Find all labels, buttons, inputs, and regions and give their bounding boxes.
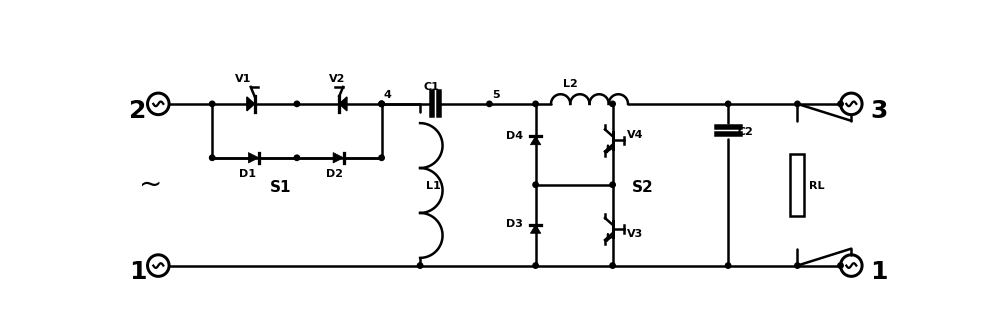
Text: 2: 2	[129, 99, 146, 123]
Text: D3: D3	[506, 219, 523, 229]
Text: 4: 4	[384, 90, 392, 100]
Text: S1: S1	[270, 180, 291, 195]
Circle shape	[379, 101, 384, 107]
Text: 3: 3	[871, 99, 888, 123]
Circle shape	[533, 101, 538, 107]
Text: D2: D2	[326, 169, 343, 179]
Text: C1: C1	[424, 82, 440, 92]
Text: D1: D1	[239, 169, 256, 179]
Text: C2: C2	[737, 127, 753, 137]
Circle shape	[210, 101, 215, 107]
Text: L2: L2	[563, 79, 577, 89]
Circle shape	[610, 101, 615, 107]
Text: ~: ~	[139, 170, 162, 198]
Circle shape	[838, 101, 843, 107]
Circle shape	[795, 101, 800, 107]
Circle shape	[533, 182, 538, 187]
Circle shape	[417, 263, 423, 268]
Circle shape	[610, 263, 615, 268]
Circle shape	[610, 182, 615, 187]
Text: V4: V4	[626, 130, 643, 140]
Text: S2: S2	[632, 180, 654, 195]
Polygon shape	[333, 153, 344, 163]
Text: V1: V1	[235, 74, 252, 84]
Circle shape	[838, 263, 843, 268]
Text: RL: RL	[809, 180, 824, 190]
Text: D4: D4	[506, 131, 523, 141]
Text: 1: 1	[129, 260, 147, 284]
Polygon shape	[530, 136, 541, 145]
Polygon shape	[248, 153, 259, 163]
Circle shape	[725, 101, 731, 107]
Circle shape	[533, 263, 538, 268]
Text: V2: V2	[329, 74, 346, 84]
Text: L1: L1	[426, 180, 441, 190]
Circle shape	[379, 101, 384, 107]
Circle shape	[795, 263, 800, 268]
Text: 5: 5	[492, 90, 499, 100]
Polygon shape	[530, 225, 541, 233]
Bar	[790, 154, 804, 215]
Polygon shape	[339, 97, 347, 111]
Circle shape	[210, 155, 215, 161]
Circle shape	[379, 155, 384, 161]
Circle shape	[725, 263, 731, 268]
Circle shape	[379, 101, 384, 107]
Text: 1: 1	[871, 260, 888, 284]
Circle shape	[487, 101, 492, 107]
Text: V3: V3	[626, 229, 643, 239]
Polygon shape	[247, 97, 255, 111]
Circle shape	[294, 101, 300, 107]
Circle shape	[294, 155, 300, 161]
